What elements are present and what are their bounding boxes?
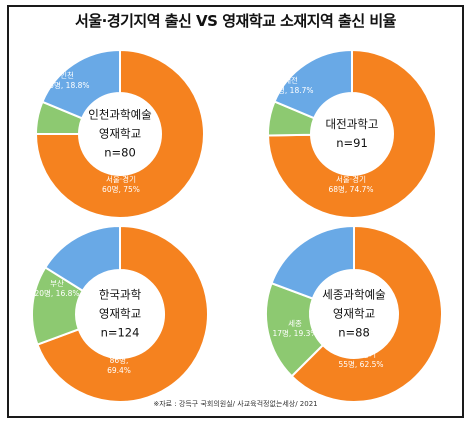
slice-서울-경기 [36, 224, 209, 403]
slice-data-label: 15명, 18.8% [44, 80, 89, 90]
slice-data-label: 대전 [284, 75, 298, 85]
center-label: 영재학교 [99, 127, 141, 141]
slice-세종 [270, 224, 355, 300]
slice-data-label: 부산 [50, 278, 64, 288]
center-label: n=88 [338, 326, 370, 340]
donut-hole [77, 271, 163, 357]
chart-title: 서울·경기지역 출신 VS 영재학교 소재지역 출신 비율 [75, 12, 396, 30]
slice-인천 [41, 48, 121, 120]
donut-hole [80, 94, 160, 174]
source-note: ※자료 : 강득구 국회의원실/ 사교육걱정없는세상/ 2021 [153, 400, 318, 408]
donut-hole [312, 94, 392, 174]
center-label: n=124 [101, 326, 140, 340]
center-label: n=91 [336, 136, 368, 150]
center-label: 영재학교 [99, 307, 141, 321]
center-label: 한국과학 [99, 288, 142, 302]
center-label: 인천과학예술 [88, 108, 151, 122]
slice-data-label: 서울·경기 [106, 174, 136, 184]
slice-data-label: 20명, 16.8% [34, 288, 79, 298]
slice-data-label: 17명, 18.7% [268, 85, 313, 95]
center-label: 세종과학예술 [322, 288, 385, 302]
center-label: 영재학교 [333, 307, 375, 321]
center-label: n=80 [104, 146, 136, 160]
slice-data-label: 55명, 62.5% [338, 359, 383, 369]
slice-data-label: 68명, 74.7% [328, 184, 373, 194]
slice-부산 [43, 224, 121, 293]
slice-서울-경기 [290, 224, 443, 403]
slice-data-label: 17명, 19.3% [272, 328, 317, 338]
slice-data-label: 서울·경기 [336, 174, 366, 184]
slice-data-label: 86명, [110, 355, 129, 365]
center-label: 대전과학고 [326, 117, 379, 131]
slice-서울-경기 [266, 48, 437, 219]
slice-data-label: 60명, 75% [102, 184, 140, 194]
slice-data-label: 세종 [288, 319, 302, 328]
slice-data-label: 인천 [60, 70, 74, 80]
slice-서울-경기 [34, 48, 205, 219]
slice-data-label: 69.4% [107, 366, 131, 375]
slice-대전 [273, 48, 353, 120]
donut-hole [311, 271, 397, 357]
